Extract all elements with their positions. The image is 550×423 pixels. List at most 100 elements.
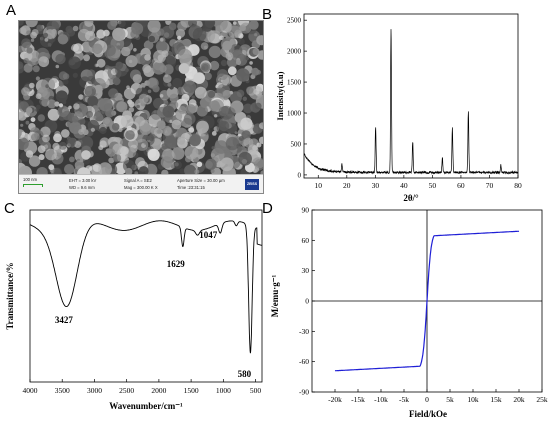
sem-particle xyxy=(69,156,75,163)
sem-particle xyxy=(169,93,179,103)
sem-particle xyxy=(116,101,128,113)
sem-particle xyxy=(225,52,234,60)
sem-particle xyxy=(51,28,57,35)
sem-particle xyxy=(211,131,217,136)
sem-aperture: Aperture Size = 30.00 µm xyxy=(177,178,225,183)
sem-particle xyxy=(192,27,207,42)
panel-c-label: C xyxy=(4,200,15,217)
sem-signal: Signal A = SE2 xyxy=(124,178,152,183)
sem-particle xyxy=(112,27,126,41)
ftir-frame xyxy=(29,209,263,383)
sem-particle xyxy=(115,63,128,77)
sem-particle xyxy=(52,116,58,121)
sem-particle xyxy=(184,164,197,174)
sem-particle xyxy=(235,59,242,65)
ftir-xtick-label: 3500 xyxy=(55,386,70,395)
sem-particle xyxy=(251,67,260,76)
sem-particle xyxy=(31,132,40,141)
sem-particle xyxy=(214,140,228,154)
sem-particle xyxy=(196,161,203,168)
sem-particle xyxy=(26,47,33,54)
sem-particle xyxy=(28,155,41,167)
xrd-ytick-label: 1000 xyxy=(287,110,302,118)
sem-particle xyxy=(26,30,31,36)
sem-particle xyxy=(210,169,215,173)
sem-particle xyxy=(177,35,182,40)
ftir-xtick-label: 3000 xyxy=(87,386,102,395)
sem-particle xyxy=(48,164,55,171)
sem-particle xyxy=(41,98,50,107)
sem-particle xyxy=(71,115,79,123)
sem-particle xyxy=(217,69,229,81)
xrd-ylabel: Intensity(a.u) xyxy=(275,71,285,120)
sem-particle xyxy=(254,158,263,169)
sem-particle xyxy=(52,142,60,150)
sem-particle xyxy=(92,43,103,55)
sem-particle xyxy=(178,63,190,74)
sem-particle xyxy=(55,64,60,69)
ftir-ylabel: Transmittance/% xyxy=(5,262,15,329)
sem-particle xyxy=(236,68,250,82)
sem-particle xyxy=(84,85,97,98)
sem-particle xyxy=(161,143,168,150)
sem-particle xyxy=(144,54,151,61)
sem-particle xyxy=(238,136,244,141)
sem-particle xyxy=(45,148,57,161)
sem-particle xyxy=(223,95,229,101)
sem-particle xyxy=(152,61,166,75)
sem-particle xyxy=(99,97,113,112)
sem-particle xyxy=(19,21,24,26)
sem-particle xyxy=(78,128,85,135)
sem-particle xyxy=(249,61,253,65)
panel-d-label: D xyxy=(262,200,273,217)
sem-particle xyxy=(238,38,245,45)
sem-particle xyxy=(108,157,115,164)
sem-particle xyxy=(107,21,117,30)
sem-particle xyxy=(104,44,116,57)
sem-particle xyxy=(20,123,24,127)
ftir-xlabel: Wavenumber/cm⁻¹ xyxy=(109,401,183,411)
sem-particle xyxy=(43,32,49,38)
sem-particle xyxy=(120,46,131,57)
sem-particle xyxy=(147,21,161,33)
zeiss-logo: ZEISS xyxy=(245,179,259,190)
sem-particle xyxy=(219,157,234,172)
sem-particle xyxy=(171,119,182,130)
xrd-xtick-label: 60 xyxy=(457,181,465,190)
sem-particle xyxy=(151,110,162,120)
sem-particle xyxy=(23,63,33,73)
vsm-ytick-label: -30 xyxy=(299,327,309,336)
sem-particle xyxy=(52,78,58,83)
xrd-ytick-label: 1500 xyxy=(287,79,302,87)
sem-particle xyxy=(26,107,33,114)
sem-particle xyxy=(53,133,62,143)
vsm-xtick-label: 0 xyxy=(425,395,429,404)
sem-particle xyxy=(99,126,107,135)
sem-particle xyxy=(83,54,90,62)
sem-particle xyxy=(208,45,222,59)
sem-particle xyxy=(36,24,44,32)
ftir-xtick-label: 4000 xyxy=(23,386,38,395)
sem-particle xyxy=(84,21,94,27)
sem-particle xyxy=(245,56,250,61)
xrd-xtick-label: 50 xyxy=(429,181,437,190)
ftir-peak-label: 580 xyxy=(238,369,252,379)
sem-particle xyxy=(62,73,70,80)
sem-particle xyxy=(44,38,49,42)
ftir-peak-label: 3427 xyxy=(55,315,74,325)
sem-particle xyxy=(111,123,120,131)
sem-particle xyxy=(29,82,35,89)
sem-particle xyxy=(191,95,195,99)
sem-particle xyxy=(252,145,258,151)
sem-particle xyxy=(179,168,185,174)
sem-particle xyxy=(25,150,34,158)
sem-particle xyxy=(219,35,224,41)
sem-particle xyxy=(194,169,200,174)
xrd-ytick-label: 2000 xyxy=(287,48,302,56)
sem-scale-bar xyxy=(23,184,43,187)
sem-particle xyxy=(147,148,160,161)
sem-particle xyxy=(242,96,247,102)
sem-particle xyxy=(241,158,248,165)
